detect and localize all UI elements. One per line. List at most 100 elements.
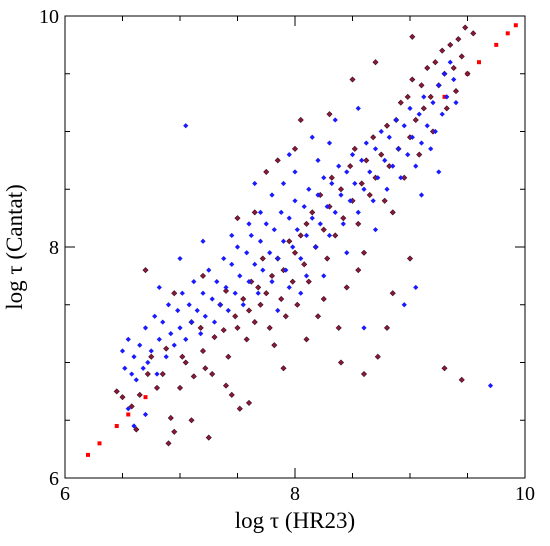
blue-point bbox=[303, 232, 310, 239]
blue-point bbox=[432, 128, 438, 135]
blue-point bbox=[229, 261, 235, 267]
dark-point bbox=[165, 440, 172, 447]
blue-point bbox=[292, 169, 298, 175]
blue-point bbox=[298, 290, 304, 296]
blue-point bbox=[428, 146, 434, 152]
dark-point bbox=[349, 76, 356, 83]
dark-point bbox=[409, 33, 416, 40]
dark-point bbox=[243, 336, 250, 343]
blue-point bbox=[309, 215, 315, 221]
dark-point bbox=[439, 47, 446, 54]
dark-point bbox=[257, 301, 264, 308]
identity-point bbox=[143, 395, 148, 400]
x-tick-label: 8 bbox=[290, 483, 300, 505]
dark-point bbox=[383, 122, 391, 129]
dark-point bbox=[142, 267, 149, 274]
blue-point bbox=[407, 105, 413, 111]
blue-point bbox=[340, 221, 346, 227]
blue-point bbox=[409, 134, 415, 140]
blue-point bbox=[326, 232, 333, 239]
dark-point bbox=[389, 290, 396, 297]
dark-point bbox=[255, 284, 262, 291]
dark-point bbox=[301, 261, 308, 268]
blue-point bbox=[286, 215, 292, 221]
blue-point bbox=[384, 186, 390, 192]
blue-point bbox=[198, 331, 204, 337]
blue-point bbox=[444, 94, 450, 100]
blue-point bbox=[263, 221, 269, 227]
blue-point bbox=[280, 180, 287, 187]
dark-point bbox=[404, 93, 411, 100]
dark-point bbox=[360, 371, 368, 378]
blue-point bbox=[275, 307, 281, 314]
dark-point bbox=[360, 249, 368, 256]
blue-point bbox=[382, 157, 388, 163]
blue-point bbox=[303, 273, 310, 279]
dark-point bbox=[182, 359, 189, 366]
identity-point bbox=[86, 452, 90, 457]
blue-point bbox=[200, 290, 206, 296]
dark-point bbox=[263, 168, 270, 175]
blue-point bbox=[209, 296, 215, 302]
dark-point bbox=[297, 116, 304, 123]
blue-point bbox=[355, 209, 361, 215]
blue-point bbox=[183, 336, 189, 342]
y-tick-label: 10 bbox=[39, 6, 59, 28]
blue-point bbox=[125, 406, 131, 412]
blue-point bbox=[252, 261, 258, 267]
blue-point bbox=[416, 111, 422, 117]
dark-point bbox=[389, 209, 396, 216]
dark-point bbox=[179, 353, 186, 360]
dark-point bbox=[381, 197, 388, 204]
dark-point bbox=[458, 53, 465, 60]
dark-point bbox=[234, 215, 241, 222]
blue-point bbox=[447, 59, 453, 65]
dark-point bbox=[374, 353, 381, 360]
dark-point bbox=[119, 394, 126, 401]
blue-point bbox=[372, 227, 379, 233]
dark-point bbox=[458, 376, 465, 383]
dark-point bbox=[337, 359, 345, 366]
blue-point bbox=[286, 152, 292, 158]
dark-point bbox=[450, 64, 457, 71]
blue-point bbox=[292, 198, 298, 204]
blue-point bbox=[211, 319, 218, 325]
blue-point bbox=[269, 192, 275, 198]
dark-point bbox=[447, 41, 454, 48]
blue-point bbox=[329, 180, 335, 187]
identity-point bbox=[494, 42, 499, 47]
blue-point bbox=[246, 279, 252, 285]
blue-point bbox=[290, 244, 296, 250]
dark-point bbox=[171, 428, 178, 435]
dark-point bbox=[148, 353, 155, 360]
blue-point bbox=[451, 76, 457, 83]
blue-point bbox=[252, 180, 258, 187]
blue-point bbox=[313, 244, 319, 250]
dark-point bbox=[355, 220, 362, 227]
blue-point bbox=[156, 284, 162, 291]
blue-point bbox=[214, 279, 220, 285]
dark-point bbox=[378, 151, 385, 158]
x-axis-title: log τ (HR23) bbox=[235, 508, 355, 533]
blue-point bbox=[156, 336, 162, 342]
blue-point bbox=[487, 383, 494, 389]
y-tick-label: 8 bbox=[49, 237, 59, 259]
dark-point bbox=[225, 353, 232, 360]
blue-point bbox=[424, 123, 430, 129]
dark-point bbox=[202, 365, 209, 372]
x-tick-label: 6 bbox=[60, 483, 70, 505]
dark-point bbox=[286, 238, 293, 245]
dark-point bbox=[320, 295, 327, 302]
blue-point bbox=[179, 290, 185, 296]
blue-point bbox=[275, 255, 281, 262]
blue-point bbox=[315, 192, 321, 198]
blue-point bbox=[221, 255, 227, 262]
blue-point bbox=[344, 250, 350, 256]
dark-point bbox=[245, 399, 253, 406]
dark-point bbox=[240, 295, 247, 302]
dark-point bbox=[424, 64, 431, 71]
dark-point bbox=[358, 180, 365, 187]
blue-point bbox=[355, 105, 361, 111]
blue-point bbox=[202, 313, 208, 319]
blue-point bbox=[240, 302, 246, 308]
